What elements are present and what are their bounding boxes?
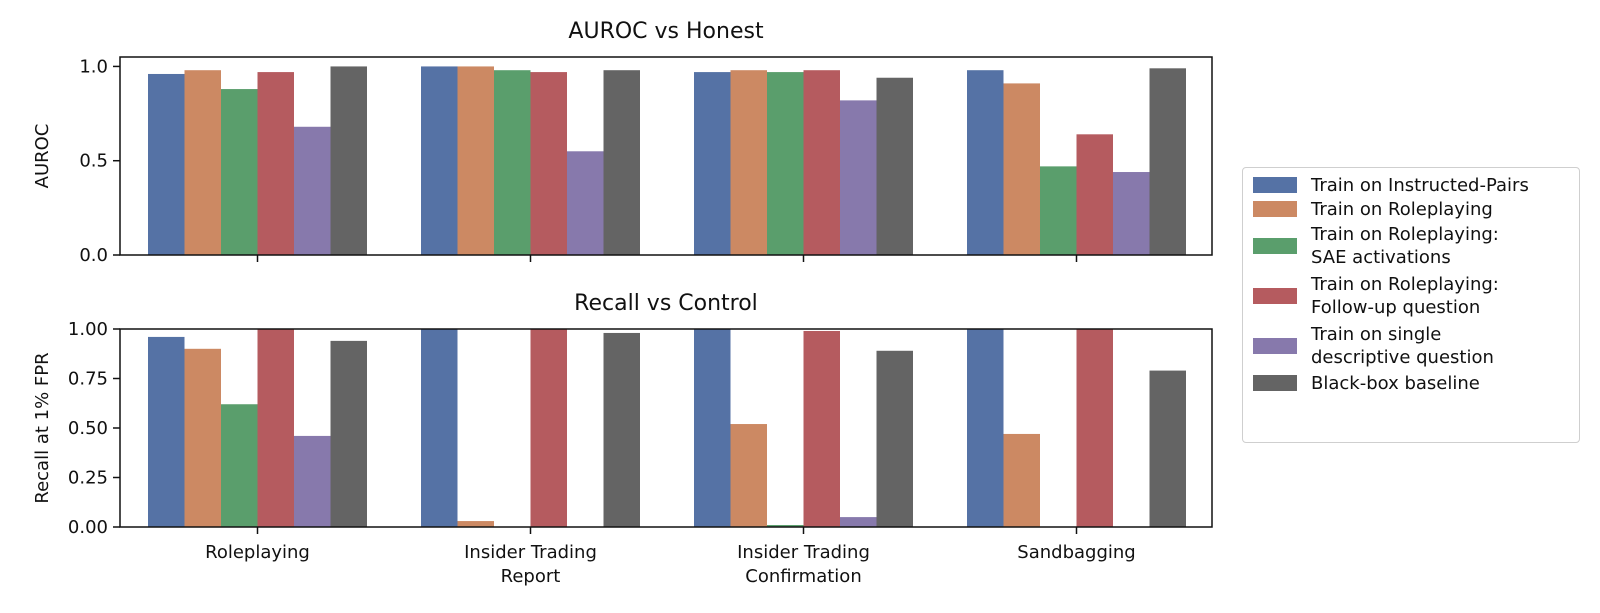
legend-item: Train on single descriptive question (1253, 322, 1569, 370)
bar (1149, 68, 1186, 255)
y-tick-label: 0.75 (68, 369, 108, 390)
bar (1003, 83, 1040, 256)
y-tick-label: 0.25 (68, 468, 108, 489)
bar (767, 72, 804, 255)
legend-label: Train on Instructed-Pairs (1311, 174, 1529, 196)
legend-label: Black-box baseline (1311, 372, 1480, 394)
legend-swatch (1253, 288, 1297, 304)
bar (221, 89, 258, 255)
bar (876, 77, 913, 255)
bar (967, 329, 1004, 527)
y-tick-label: 0.50 (68, 418, 108, 439)
bar (840, 517, 877, 527)
bar (257, 329, 294, 527)
bar (1076, 134, 1113, 255)
bar (530, 72, 567, 255)
bar (330, 66, 367, 255)
bar (840, 100, 877, 255)
legend-swatch (1253, 338, 1297, 354)
bar (294, 126, 331, 256)
y-tick-label: 0.0 (79, 245, 108, 266)
legend-label: Train on Roleplaying: Follow-up question (1311, 274, 1499, 318)
bar (876, 350, 913, 527)
auroc-panel: AUROC vs Honest AUROC 0.0 0.5 1.0 (32, 19, 1213, 266)
y-tick-label: 0.00 (68, 517, 108, 538)
bar (221, 404, 258, 527)
bar (967, 70, 1004, 255)
y-tick-label: 1.00 (68, 319, 108, 340)
legend-item: Train on Roleplaying (1253, 198, 1569, 220)
bar (730, 70, 767, 255)
legend-item: Train on Instructed-Pairs (1253, 174, 1569, 196)
bar (184, 348, 221, 527)
bar (330, 340, 367, 527)
legend: Train on Instructed-Pairs Train on Rolepl… (1242, 167, 1580, 443)
bar (148, 73, 185, 255)
legend-swatch (1253, 177, 1297, 193)
x-tick-label: Roleplaying (205, 542, 310, 563)
legend-label: Train on Roleplaying (1311, 198, 1493, 220)
legend-label: Train on single descriptive question (1311, 324, 1494, 368)
bar (421, 329, 458, 527)
bar (1076, 329, 1113, 527)
recall-panel: Recall vs Control Recall at 1% FPR 0.00 0.2… (32, 291, 1213, 587)
x-tick-label: Insider Trading Report (464, 542, 597, 587)
bar (421, 66, 458, 255)
bar (530, 329, 567, 527)
bar (457, 521, 494, 527)
bar (257, 72, 294, 255)
bar (494, 70, 531, 255)
legend-item: Train on Roleplaying: SAE activations (1253, 222, 1569, 270)
legend-swatch (1253, 375, 1297, 391)
legend-swatch (1253, 238, 1297, 254)
bar (148, 336, 185, 527)
bar (603, 332, 640, 527)
chart-title: AUROC vs Honest (568, 19, 764, 44)
bar (294, 435, 331, 527)
bar (184, 70, 221, 255)
bar (694, 72, 731, 255)
bar (1003, 433, 1040, 527)
legend-swatch (1253, 201, 1297, 217)
bar (730, 424, 767, 527)
bar (767, 525, 804, 527)
y-tick-label: 1.0 (79, 56, 108, 77)
legend-label: Train on Roleplaying: SAE activations (1311, 224, 1499, 268)
bar (603, 70, 640, 255)
x-tick-label: Sandbagging (1017, 542, 1135, 563)
x-tick-label: Insider Trading Confirmation (737, 542, 870, 587)
legend-item: Black-box baseline (1253, 372, 1569, 394)
y-tick-label: 0.5 (79, 151, 108, 172)
axes-frame (119, 56, 1213, 256)
bar (567, 151, 604, 255)
y-axis-label: Recall at 1% FPR (32, 352, 53, 503)
bar (803, 330, 840, 527)
legend-item: Train on Roleplaying: Follow-up question (1253, 272, 1569, 320)
bar (803, 70, 840, 255)
bar (1113, 172, 1150, 255)
chart-title: Recall vs Control (574, 291, 758, 316)
bar (694, 329, 731, 527)
y-axis-label: AUROC (32, 124, 53, 189)
bar (1040, 166, 1077, 255)
bar (1149, 370, 1186, 527)
bar (457, 66, 494, 255)
